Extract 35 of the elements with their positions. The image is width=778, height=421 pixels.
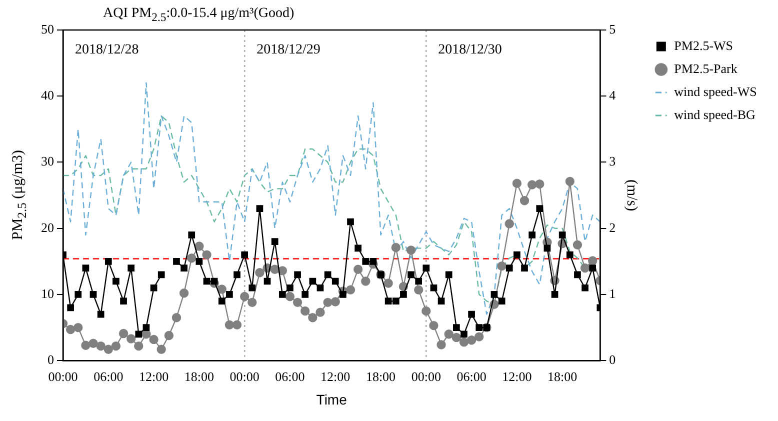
x-tick-label: 18:00 xyxy=(366,368,396,384)
annotation: 2018/12/29 xyxy=(256,42,320,58)
x-tick-label: 00:00 xyxy=(48,368,78,384)
y2-tick-label: 4 xyxy=(609,88,616,103)
line-series xyxy=(63,82,600,315)
x-tick-label: 12:00 xyxy=(138,368,169,384)
legend-label: wind speed-BG xyxy=(674,106,756,122)
x-tick-label: 06:00 xyxy=(456,368,486,384)
legend-label: wind speed-WS xyxy=(674,84,757,99)
y2-tick-label: 2 xyxy=(609,220,616,235)
x-tick-label: 12:00 xyxy=(502,368,532,384)
x-tick-label: 18:00 xyxy=(184,368,214,384)
chart-title: AQI PM$_{2.5}$:0.0-15.4 μg/m³(Good) xyxy=(103,6,294,24)
y-tick-label: 10 xyxy=(41,286,54,301)
y-tick-label: 20 xyxy=(41,220,54,235)
legend-label: PM2.5-Park xyxy=(674,60,738,76)
y2-tick-label: 5 xyxy=(609,21,616,36)
x-tick-label: 00:00 xyxy=(411,368,441,384)
y2-axis-title: (m/s) xyxy=(624,179,640,212)
y-tick-label: 0 xyxy=(48,352,54,368)
x-tick-label: 00:00 xyxy=(230,368,260,384)
legend-label: PM2.5-WS xyxy=(674,38,734,53)
annotation: 2018/12/30 xyxy=(438,42,502,58)
y-tick-label: 40 xyxy=(41,88,54,103)
y2-tick-label: 3 xyxy=(609,154,616,169)
y-tick-label: 50 xyxy=(41,21,54,36)
y2-tick-label: 0 xyxy=(609,352,616,368)
x-axis-title: Time xyxy=(316,391,348,408)
x-tick-label: 18:00 xyxy=(548,368,578,384)
y-tick-label: 30 xyxy=(41,154,54,169)
x-tick-label: 06:00 xyxy=(94,368,124,384)
y2-tick-label: 1 xyxy=(609,286,616,301)
annotation: 2018/12/28 xyxy=(75,42,139,58)
x-tick-label: 06:00 xyxy=(275,368,305,384)
x-tick-label: 12:00 xyxy=(320,368,350,384)
